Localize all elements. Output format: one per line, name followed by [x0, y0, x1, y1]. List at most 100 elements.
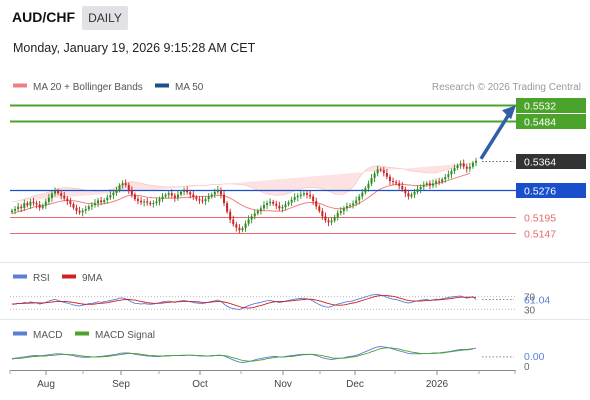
candle-body [330, 220, 333, 223]
candle-body [312, 196, 315, 202]
candle-body [259, 208, 262, 212]
candle-body [244, 223, 247, 229]
candle-body [198, 199, 201, 201]
timeframe-badge[interactable]: DAILY [82, 6, 128, 30]
candle-body [226, 203, 229, 212]
rsi-level-label: 70 [524, 293, 536, 304]
candle-body [204, 199, 207, 202]
x-tick-label: Aug [37, 379, 55, 390]
candle-body [465, 166, 468, 169]
candle-body [38, 204, 41, 208]
candle-body [149, 202, 152, 205]
candle-body [444, 177, 447, 180]
candle-body [309, 194, 312, 197]
candle-body [75, 207, 78, 211]
candle-body [435, 181, 438, 184]
candle-body [93, 203, 96, 206]
candle-body [235, 224, 238, 228]
candle-body [388, 176, 391, 181]
candle-body [266, 203, 269, 206]
candle-body [84, 209, 87, 211]
price-panel: 0.5532 0.5484 0.5364 0.5276 0.5195 0.5147 [10, 98, 586, 241]
candle-body [87, 206, 90, 210]
x-tick-label: Sep [112, 379, 130, 390]
target-level-label: 0.5484 [524, 117, 556, 129]
candle-body [290, 199, 293, 203]
candle-body [410, 194, 413, 197]
candle-body [35, 203, 38, 205]
candle-body [216, 189, 219, 192]
candle-body [100, 200, 103, 203]
candle-body [124, 183, 127, 185]
candle-body [232, 219, 235, 225]
candle-body [32, 201, 35, 204]
macd-signal-legend-label: MACD Signal [95, 330, 155, 341]
candle-body [60, 193, 63, 196]
candle-body [26, 203, 29, 206]
ma20-legend-swatch [13, 83, 27, 88]
candle-body [287, 202, 290, 205]
macd-series-line [11, 346, 477, 363]
ma50-legend-swatch [155, 83, 169, 88]
candle-body [471, 162, 474, 167]
target-arrowhead [502, 105, 516, 120]
candle-body [438, 181, 441, 183]
candle-body [398, 183, 401, 186]
macd-legend-label: MACD [33, 330, 62, 341]
candle-body [130, 189, 133, 195]
candle-body [422, 184, 425, 187]
candle-body [385, 173, 388, 177]
candle-body [262, 205, 265, 209]
symbol-title: AUD/CHF [12, 9, 75, 25]
candle-body [164, 194, 167, 197]
candle-body [207, 196, 210, 200]
candle-body [146, 201, 149, 203]
candle-body [17, 206, 20, 210]
candle-body [189, 192, 192, 195]
candle-body [256, 211, 259, 214]
candle-body [81, 210, 84, 213]
candle-body [450, 171, 453, 175]
candle-body [376, 169, 379, 174]
x-tick-label: Dec [346, 379, 364, 390]
support-level-label: 0.5195 [524, 213, 556, 225]
target-level-tag [516, 98, 586, 113]
candle-body [382, 170, 385, 174]
candle-body [296, 195, 299, 198]
candle-body [361, 192, 364, 197]
candle-body [11, 210, 13, 213]
macd-panel: 0.000 [11, 346, 545, 373]
candle-body [456, 165, 459, 169]
candle-body [133, 194, 136, 200]
candle-body [127, 184, 130, 190]
candle-body [404, 189, 407, 194]
candle-body [272, 201, 275, 204]
rsi-legend-swatch [13, 274, 27, 279]
candle-body [453, 168, 456, 172]
candle-body [352, 203, 355, 206]
candle-body [395, 181, 398, 184]
candle-body [50, 193, 53, 198]
ma20-line [11, 172, 471, 214]
candle-body [278, 205, 281, 209]
candle-body [78, 210, 81, 213]
candle-body [44, 201, 47, 206]
candle-body [106, 197, 109, 201]
candle-body [229, 211, 232, 220]
candle-body [459, 163, 462, 166]
candle-body [176, 194, 179, 198]
candle-body [349, 205, 352, 207]
candle-body [305, 193, 308, 195]
target-arrow [479, 113, 511, 160]
candle-body [201, 200, 204, 202]
candle-body [269, 201, 272, 204]
candle-body [186, 190, 189, 193]
candle-body [364, 188, 367, 193]
pivot-level-label: 0.5276 [524, 186, 556, 198]
candle-body [23, 203, 26, 209]
candle-body [210, 194, 213, 197]
macd-zero-label: 0 [524, 362, 530, 373]
candle-body [118, 185, 121, 191]
candle-body [413, 191, 416, 195]
candle-body [140, 200, 143, 203]
